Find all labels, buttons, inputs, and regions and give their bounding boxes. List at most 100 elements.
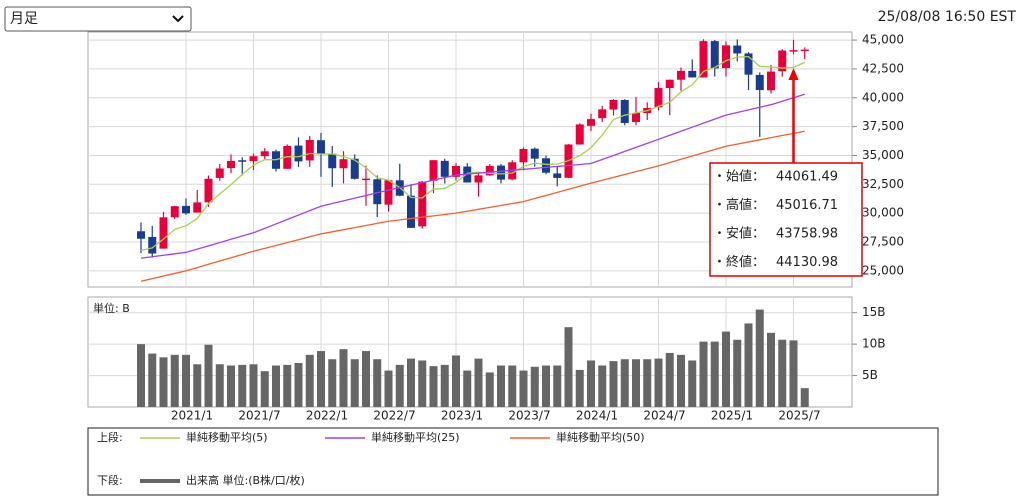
- ma-line: [140, 130, 805, 282]
- volume-bar: [789, 340, 798, 407]
- candle-body: [632, 112, 640, 122]
- candle-body: [789, 50, 798, 52]
- candle-body: [485, 165, 494, 176]
- legend-label: 上段:: [97, 430, 123, 444]
- legend-text: 出来高 単位:(B株/口/枚): [186, 473, 305, 487]
- candle-body: [755, 74, 764, 91]
- volume-bar: [609, 361, 618, 407]
- volume-bar: [317, 351, 325, 407]
- volume-bar: [530, 366, 539, 407]
- volume-bar: [418, 360, 427, 407]
- candle-body: [609, 99, 618, 110]
- volume-bar: [710, 341, 719, 407]
- volume-bar: [654, 358, 663, 407]
- candle-body: [677, 70, 685, 80]
- volume-bar: [643, 359, 652, 407]
- tooltip-label: ・終値：: [713, 254, 765, 270]
- candle-body: [373, 179, 382, 205]
- volume-bar: [395, 364, 404, 407]
- candle-body: [598, 109, 607, 119]
- y-tick-label: 40,000: [862, 90, 904, 104]
- volume-bar: [699, 341, 708, 407]
- volume-bar: [339, 349, 348, 407]
- legend-label: 下段:: [97, 473, 123, 487]
- tooltip-value: 43758.98: [776, 227, 838, 242]
- candle-body: [542, 158, 550, 173]
- x-tick-label: 2023/7: [508, 409, 550, 423]
- volume-bar: [485, 372, 494, 407]
- y-tick-label: 25,000: [862, 263, 904, 277]
- candle-body: [452, 166, 460, 177]
- tooltip-label: ・高値：: [713, 197, 765, 213]
- y-tick-label: 5B: [862, 368, 878, 382]
- ma-line: [140, 55, 806, 252]
- chevron[interactable]: [172, 15, 184, 23]
- candle-body: [688, 70, 697, 78]
- volume-bar: [755, 309, 764, 407]
- x-tick-label: 2025/1: [711, 409, 753, 423]
- period-select[interactable]: 月足: [4, 6, 192, 32]
- volume-bar: [272, 365, 280, 407]
- candle-body: [497, 165, 505, 180]
- candle-body: [699, 41, 708, 78]
- y-tick-label: 35,000: [862, 148, 904, 162]
- volume-bar: [227, 365, 235, 407]
- volume-bar: [148, 353, 157, 407]
- y-tick-label: 15B: [862, 305, 886, 319]
- candle-body: [407, 195, 415, 228]
- legend-text: 単純移動平均(5): [186, 430, 268, 444]
- volume-bar: [182, 354, 190, 407]
- volume-bar: [733, 339, 742, 407]
- y-tick-label: 42,500: [862, 61, 904, 75]
- candle-body: [429, 160, 438, 181]
- tooltip-value: 44130.98: [776, 255, 838, 270]
- price-panel: [87, 31, 853, 288]
- volume-bar: [238, 364, 247, 407]
- tooltip-value: 45016.71: [776, 198, 838, 213]
- volume-bar: [407, 358, 415, 407]
- volume-bar: [778, 339, 787, 407]
- legend-box: [87, 427, 939, 496]
- x-tick-label: 2025/7: [778, 409, 820, 423]
- volume-bar: [193, 364, 202, 407]
- y-tick-label: 27,500: [862, 235, 904, 249]
- candle-body: [148, 236, 157, 254]
- candle-body: [328, 153, 337, 169]
- volume-bar: [744, 323, 753, 407]
- candle-body: [575, 124, 584, 145]
- volume-bar: [294, 363, 303, 407]
- tooltip-box: [709, 162, 863, 277]
- tooltip-value: 44061.49: [776, 170, 838, 185]
- timestamp: 25/08/08 16:50 EST: [878, 9, 1017, 25]
- candle-body: [317, 140, 325, 154]
- candle-body: [137, 231, 145, 239]
- ma-line: [140, 93, 805, 259]
- candle-body: [530, 148, 539, 159]
- volume-bar: [362, 351, 370, 407]
- candle-body: [193, 202, 202, 213]
- legend-text: 単純移動平均(25): [371, 430, 460, 444]
- candle-body: [553, 173, 562, 178]
- volume-bar: [767, 332, 775, 407]
- select-text[interactable]: 月足: [10, 11, 38, 27]
- x-tick-label: 2022/1: [306, 409, 348, 423]
- candle-body: [182, 205, 190, 214]
- volume-bar: [283, 364, 292, 407]
- volume-bar: [722, 331, 730, 407]
- candle-body: [474, 175, 483, 183]
- volume-bar: [800, 388, 809, 407]
- candle-body: [305, 140, 314, 161]
- candle-body: [227, 160, 235, 169]
- y-tick-label: 30,000: [862, 206, 904, 220]
- volume-bar: [688, 360, 697, 407]
- volume-bar: [137, 344, 145, 407]
- volume-bar: [429, 366, 438, 407]
- x-tick-label: 2021/7: [238, 409, 280, 423]
- tooltip-arrowhead: [788, 68, 799, 80]
- candle-body: [339, 159, 348, 169]
- volume-bar: [553, 365, 562, 407]
- candle-body: [587, 119, 595, 126]
- select-box[interactable]: [4, 6, 192, 32]
- volume-bar: [620, 359, 629, 407]
- y-tick-label: 10B: [862, 337, 886, 351]
